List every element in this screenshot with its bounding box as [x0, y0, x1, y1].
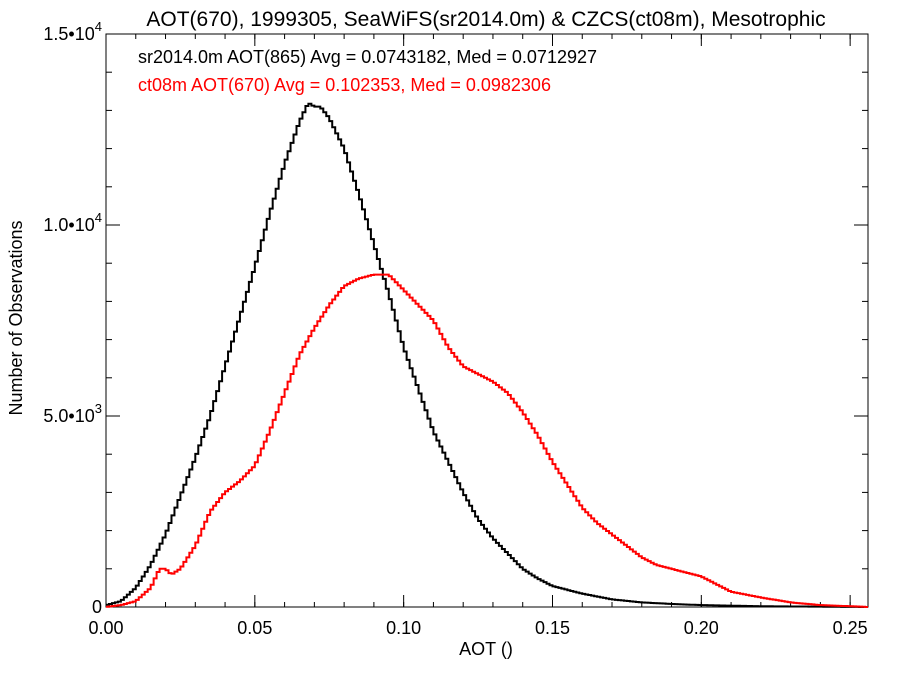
y-tick-label: 1.5•104 [43, 19, 102, 44]
y-tick-label: 0 [92, 597, 102, 617]
x-tick-label: 0.10 [386, 618, 421, 638]
y-axis-label: Number of Observations [6, 220, 26, 415]
x-axis-label: AOT () [459, 639, 513, 659]
x-tick-label: 0.20 [684, 618, 719, 638]
x-tick-label: 0.05 [237, 618, 272, 638]
series-annotation-1: ct08m AOT(670) Avg = 0.102353, Med = 0.0… [138, 75, 551, 95]
plot-frame [105, 33, 869, 608]
x-tick-label: 0.25 [833, 618, 868, 638]
x-tick-label: 0.00 [88, 618, 123, 638]
series-line-0 [106, 102, 868, 608]
series-line-1 [106, 273, 868, 608]
series-annotation-0: sr2014.0m AOT(865) Avg = 0.0743182, Med … [138, 47, 597, 67]
chart-title: AOT(670), 1999305, SeaWiFS(sr2014.0m) & … [146, 8, 825, 31]
y-tick-label: 1.0•104 [43, 210, 102, 235]
x-tick-label: 0.15 [535, 618, 570, 638]
y-tick-label: 5.0•103 [43, 401, 102, 426]
